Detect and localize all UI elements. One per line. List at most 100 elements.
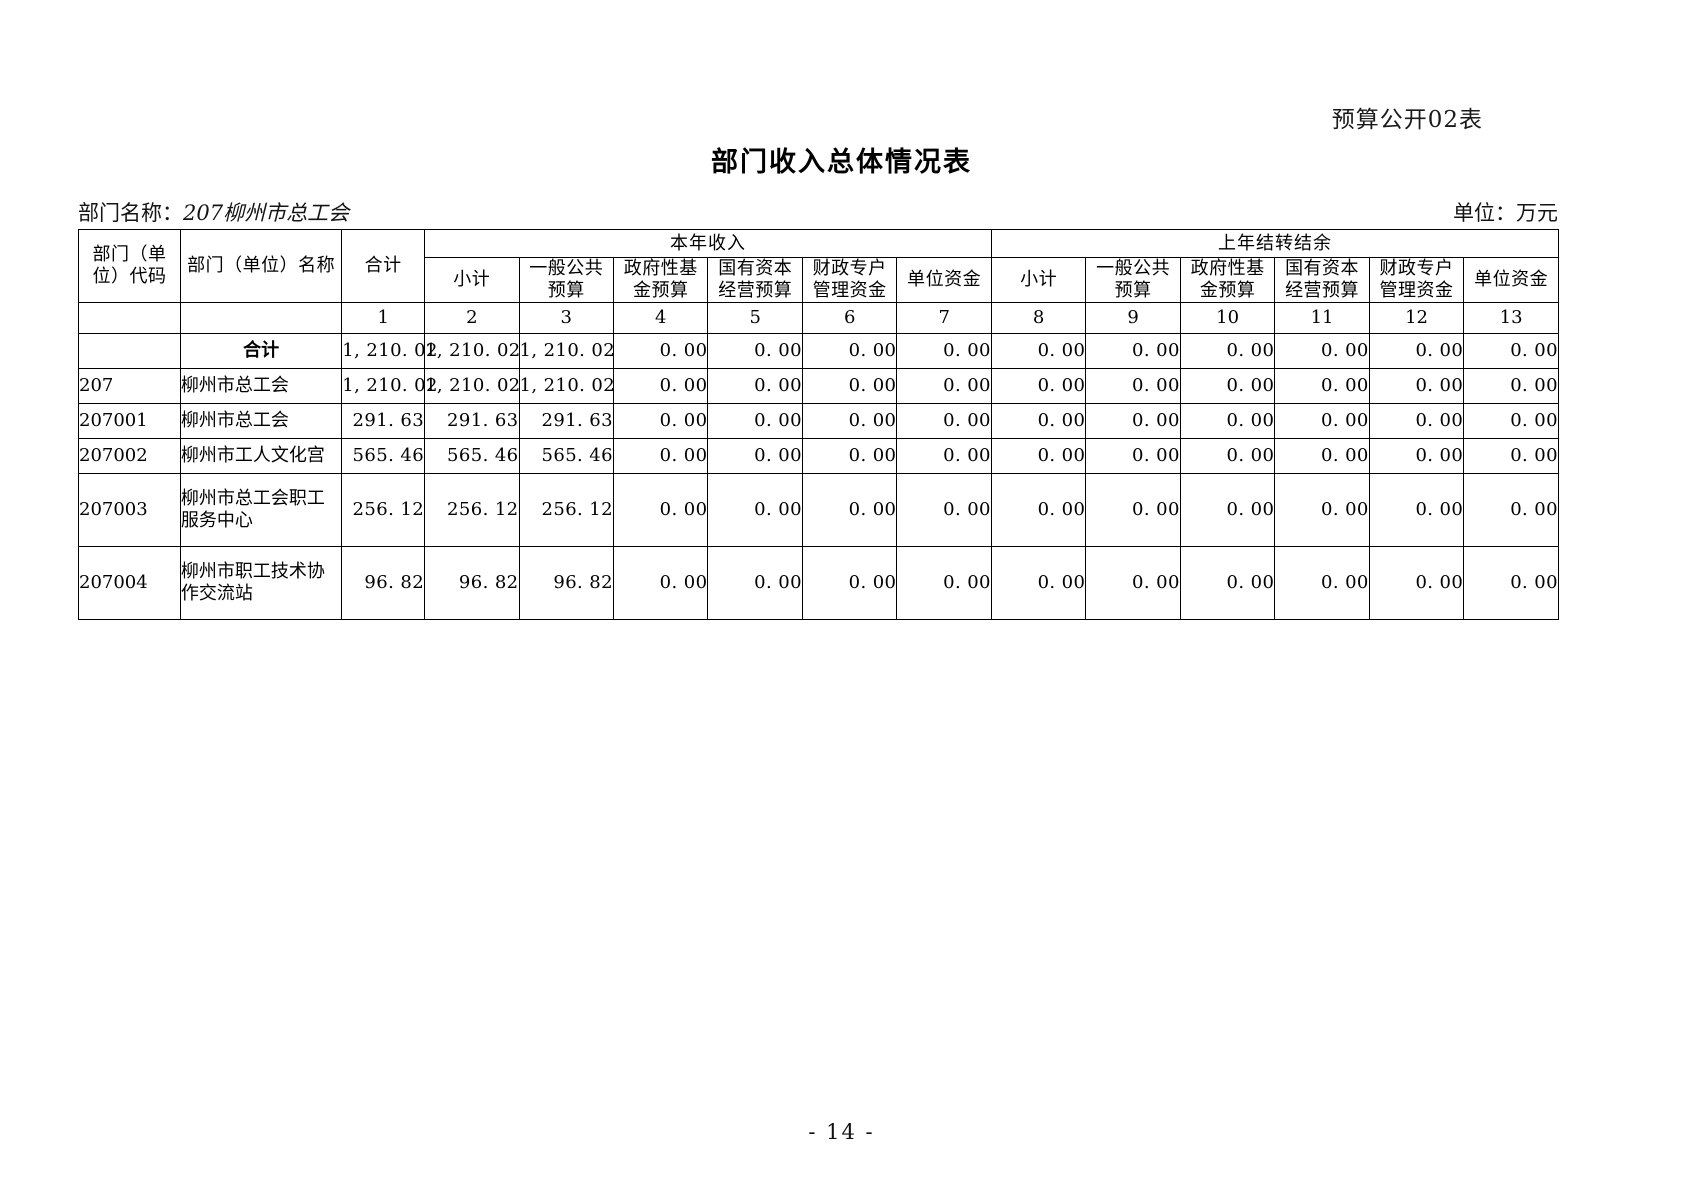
cell-department-name: 合计 <box>179 332 343 369</box>
cell-value-col10: 0. 00 <box>1179 437 1276 474</box>
cell-value-col5: 0. 00 <box>707 472 803 547</box>
cell-value-col13: 0. 00 <box>1463 437 1559 474</box>
cell-value-col7: 0. 00 <box>896 545 992 620</box>
cell-department-name: 柳州市工人文化宫 <box>179 437 343 474</box>
cell-value-col5: 0. 00 <box>707 332 803 369</box>
cell-department-code: 207 <box>78 367 181 404</box>
col-header-carryover-government-fund-budget: 政府性基 金预算 <box>1179 257 1276 303</box>
cell-value-col11: 0. 00 <box>1274 367 1370 404</box>
header-group-row: 部门（单 位）代码 部门（单位）名称 合计 本年收入 上年结转结余 <box>78 229 1560 303</box>
cell-value-col12: 0. 00 <box>1368 472 1465 547</box>
cell-department-code: 207001 <box>78 402 181 439</box>
table-row: 207003 柳州市总工会职工服务中心 256. 12 256. 12 256. 12 0… <box>78 472 1559 547</box>
cell-value-col3: 1, 210. 02 <box>518 332 615 369</box>
cell-value-col7: 0. 00 <box>896 332 992 369</box>
cell-value-col3: 96. 82 <box>518 545 615 620</box>
column-number-11: 11 <box>1274 301 1370 334</box>
col-header-carryover-unit-funds: 单位资金 <box>1463 257 1559 303</box>
cell-value-col13: 0. 00 <box>1463 545 1559 620</box>
cell-value-col12: 0. 00 <box>1368 332 1465 369</box>
cell-value-col1: 565. 46 <box>341 437 426 474</box>
cell-value-col2: 1, 210. 02 <box>424 332 520 369</box>
col-header-current-general-public-budget: 一般公共 预算 <box>518 257 615 303</box>
department-value: 207柳州市总工会 <box>183 201 350 225</box>
meta-row: 部门名称：207柳州市总工会 单位：万元 <box>78 197 1558 227</box>
cell-value-col10: 0. 00 <box>1179 367 1276 404</box>
col-header-carryover-subtotal: 小计 <box>990 257 1087 303</box>
table-body: 合计 1, 210. 02 1, 210. 02 1, 210. 02 0. 00 0. … <box>78 332 1559 620</box>
cell-value-col6: 0. 00 <box>801 402 898 439</box>
cell-value-col9: 0. 00 <box>1085 402 1181 439</box>
cell-value-col11: 0. 00 <box>1274 437 1370 474</box>
column-number-5: 5 <box>707 301 803 334</box>
cell-value-col8: 0. 00 <box>990 545 1087 620</box>
col-header-total: 合计 <box>341 229 426 303</box>
col-header-carryover-state-capital-budget: 国有资本 经营预算 <box>1274 257 1370 303</box>
col-header-department-name: 部门（单位）名称 <box>179 229 343 303</box>
cell-value-col2: 291. 63 <box>424 402 520 439</box>
cell-value-col8: 0. 00 <box>990 472 1087 547</box>
cell-value-col13: 0. 00 <box>1463 402 1559 439</box>
cell-department-code: 207004 <box>78 545 181 620</box>
cell-value-col9: 0. 00 <box>1085 437 1181 474</box>
column-number-13: 13 <box>1463 301 1559 334</box>
cell-value-col2: 96. 82 <box>424 545 520 620</box>
cell-department-name: 柳州市总工会 <box>179 402 343 439</box>
page-number: - 14 - <box>808 1120 875 1144</box>
cell-value-col10: 0. 00 <box>1179 545 1276 620</box>
table-row: 207001 柳州市总工会 291. 63 291. 63 291. 63 0. 00 0.… <box>78 402 1559 439</box>
cell-department-code: 207002 <box>78 437 181 474</box>
cell-value-col4: 0. 00 <box>612 402 709 439</box>
cell-value-col3: 565. 46 <box>518 437 615 474</box>
cell-value-col5: 0. 00 <box>707 437 803 474</box>
header-sub-row: 小计 一般公共 预算 政府性基 金预算 国有资本 经营预算 财政专户 <box>79 257 1559 303</box>
column-number-8: 8 <box>990 301 1087 334</box>
cell-value-col5: 0. 00 <box>707 367 803 404</box>
cell-value-col11: 0. 00 <box>1274 545 1370 620</box>
cell-value-col8: 0. 00 <box>990 402 1087 439</box>
col-header-current-government-fund-budget: 政府性基 金预算 <box>612 257 709 303</box>
cell-value-col12: 0. 00 <box>1368 437 1465 474</box>
unit-label: 单位：万元 <box>1453 201 1558 225</box>
column-number-blank-name <box>179 301 343 334</box>
column-number-10: 10 <box>1179 301 1276 334</box>
cell-value-col7: 0. 00 <box>896 402 992 439</box>
cell-value-col4: 0. 00 <box>612 545 709 620</box>
cell-value-col4: 0. 00 <box>612 472 709 547</box>
table-row: 207 柳州市总工会 1, 210. 02 1, 210. 02 1, 210. 02 0… <box>78 367 1559 404</box>
cell-value-col9: 0. 00 <box>1085 472 1181 547</box>
cell-value-col6: 0. 00 <box>801 545 898 620</box>
column-number-3: 3 <box>518 301 615 334</box>
table-row: 207004 柳州市职工技术协作交流站 96. 82 96. 82 96. 82 0. 0… <box>78 545 1559 620</box>
cell-value-col7: 0. 00 <box>896 437 992 474</box>
cell-value-col12: 0. 00 <box>1368 402 1465 439</box>
cell-value-col2: 1, 210. 02 <box>424 367 520 404</box>
cell-value-col9: 0. 00 <box>1085 332 1181 369</box>
budget-table-wrapper: 部门（单 位）代码 部门（单位）名称 合计 本年收入 上年结转结余 小计 一般公… <box>78 229 1560 620</box>
department-name-line: 部门名称：207柳州市总工会 <box>78 197 349 227</box>
col-header-carryover-general-public-budget: 一般公共 预算 <box>1085 257 1181 303</box>
cell-value-col5: 0. 00 <box>707 402 803 439</box>
cell-value-col9: 0. 00 <box>1085 367 1181 404</box>
cell-value-col6: 0. 00 <box>801 472 898 547</box>
cell-value-col6: 0. 00 <box>801 367 898 404</box>
cell-value-col13: 0. 00 <box>1463 367 1559 404</box>
cell-value-col4: 0. 00 <box>612 367 709 404</box>
cell-value-col8: 0. 00 <box>990 367 1087 404</box>
cell-value-col7: 0. 00 <box>896 472 992 547</box>
department-label: 部门名称： <box>78 201 183 225</box>
cell-department-code: 207003 <box>78 472 181 547</box>
col-group-current-year-income: 本年收入 <box>424 229 992 258</box>
cell-value-col11: 0. 00 <box>1274 472 1370 547</box>
col-header-current-subtotal: 小计 <box>424 257 520 303</box>
column-number-2: 2 <box>424 301 520 334</box>
cell-value-col3: 1, 210. 02 <box>518 367 615 404</box>
form-label: 预算公开02表 <box>1331 107 1483 133</box>
cell-value-col12: 0. 00 <box>1368 367 1465 404</box>
cell-value-col1: 96. 82 <box>341 545 426 620</box>
cell-value-col6: 0. 00 <box>801 332 898 369</box>
cell-value-col5: 0. 00 <box>707 545 803 620</box>
cell-value-col8: 0. 00 <box>990 332 1087 369</box>
cell-value-col13: 0. 00 <box>1463 332 1559 369</box>
